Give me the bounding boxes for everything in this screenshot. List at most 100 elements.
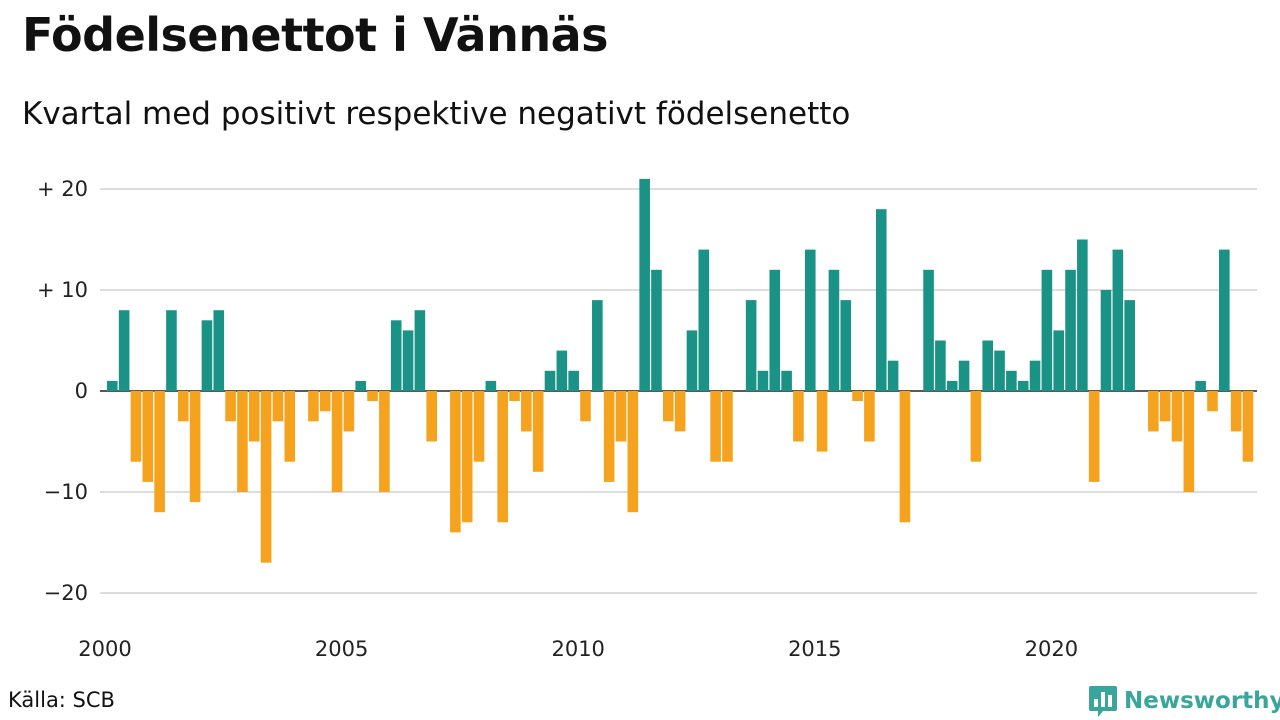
bars [107, 178, 1254, 563]
bar-negative [260, 391, 272, 563]
bar-negative [461, 391, 473, 523]
source-note: Källa: SCB [8, 688, 115, 712]
bar-positive [1017, 380, 1029, 391]
bar-positive [946, 380, 958, 391]
y-tick-label: + 10 [37, 278, 88, 302]
bar-positive [757, 370, 769, 391]
bar-negative [426, 391, 438, 442]
bar-chart: + 20 + 10 0 −10 −20 2000 2005 2010 2015 2020 [37, 177, 1257, 661]
bar-positive [118, 310, 130, 391]
bar-chart-speech-bubble-icon [1089, 686, 1117, 717]
bar-negative [864, 391, 875, 442]
bar-negative [237, 391, 248, 492]
bar-negative [1148, 391, 1159, 432]
bar-negative [284, 391, 296, 462]
bar-positive [568, 370, 579, 391]
bar-positive [1112, 249, 1124, 391]
bar-positive [958, 360, 970, 391]
bar-positive [1077, 239, 1088, 391]
bar-positive [769, 269, 781, 391]
bar-negative [473, 391, 485, 462]
bar-negative [1242, 391, 1254, 462]
bar-positive [887, 360, 899, 391]
bar-negative [272, 391, 284, 422]
bar-positive [982, 340, 994, 391]
bar-positive [213, 310, 225, 391]
bar-positive [639, 178, 650, 391]
bar-positive [544, 370, 556, 391]
bar-negative [1159, 391, 1171, 422]
bar-positive [1029, 360, 1041, 391]
bar-negative [1230, 391, 1242, 432]
x-tick-label: 2020 [1025, 637, 1078, 661]
newsworthy-logo: Newsworthy [1088, 684, 1280, 718]
x-tick-label: 2005 [315, 637, 368, 661]
bar-negative [331, 391, 343, 492]
bar-negative [1207, 391, 1218, 412]
bar-negative [816, 391, 828, 452]
bar-positive [592, 300, 603, 391]
bar-negative [319, 391, 331, 412]
bar-positive [994, 350, 1005, 391]
bar-positive [485, 380, 497, 391]
x-tick-label: 2015 [788, 637, 841, 661]
bar-positive [804, 249, 816, 391]
y-tick-label: + 20 [37, 177, 88, 201]
bar-negative [367, 391, 378, 402]
bar-positive [781, 370, 792, 391]
bar-positive [166, 310, 177, 391]
bar-positive [1006, 370, 1017, 391]
bar-positive [935, 340, 946, 391]
bar-positive [1100, 290, 1112, 391]
bar-negative [970, 391, 982, 462]
bar-negative [497, 391, 508, 523]
bar-negative [225, 391, 236, 422]
bar-positive [651, 269, 662, 391]
bar-positive [556, 350, 568, 391]
bar-negative [603, 391, 615, 482]
bar-positive [698, 249, 710, 391]
bar-negative [793, 391, 804, 442]
y-tick-label: −20 [44, 581, 88, 605]
bar-positive [686, 330, 698, 391]
axis-labels: + 20 + 10 0 −10 −20 2000 2005 2010 2015 2020 [37, 177, 1078, 661]
bar-positive [355, 380, 367, 391]
bar-negative [130, 391, 142, 462]
bar-positive [402, 330, 414, 391]
bar-negative [1183, 391, 1195, 492]
bar-negative [710, 391, 721, 462]
bar-positive [414, 310, 426, 391]
bar-negative [343, 391, 355, 432]
bar-negative [899, 391, 911, 523]
bar-negative [450, 391, 461, 533]
bar-positive [840, 300, 852, 391]
bar-negative [532, 391, 544, 472]
bar-positive [1065, 269, 1076, 391]
bar-positive [828, 269, 840, 391]
bar-positive [875, 209, 887, 391]
bar-positive [107, 380, 118, 391]
bar-negative [580, 391, 591, 422]
bar-positive [201, 320, 213, 391]
bar-negative [722, 391, 733, 462]
bar-positive [1053, 330, 1064, 391]
bar-positive [1219, 249, 1230, 391]
chart-subtitle: Kvartal med positivt respektive negativt… [22, 96, 851, 132]
bar-negative [852, 391, 863, 402]
bar-positive [1124, 300, 1135, 391]
bar-negative [154, 391, 165, 513]
bar-negative [615, 391, 627, 442]
bar-positive [1195, 380, 1206, 391]
bar-negative [1171, 391, 1183, 442]
x-tick-label: 2010 [551, 637, 604, 661]
bar-negative [379, 391, 390, 492]
bar-negative [509, 391, 520, 402]
bar-negative [663, 391, 674, 422]
bar-negative [189, 391, 201, 503]
bar-negative [308, 391, 319, 422]
bar-negative [674, 391, 686, 432]
brand-name: Newsworthy [1124, 688, 1280, 714]
chart-title: Födelsenettot i Vännäs [22, 8, 609, 62]
bar-positive [923, 269, 934, 391]
bar-positive [1041, 269, 1053, 391]
